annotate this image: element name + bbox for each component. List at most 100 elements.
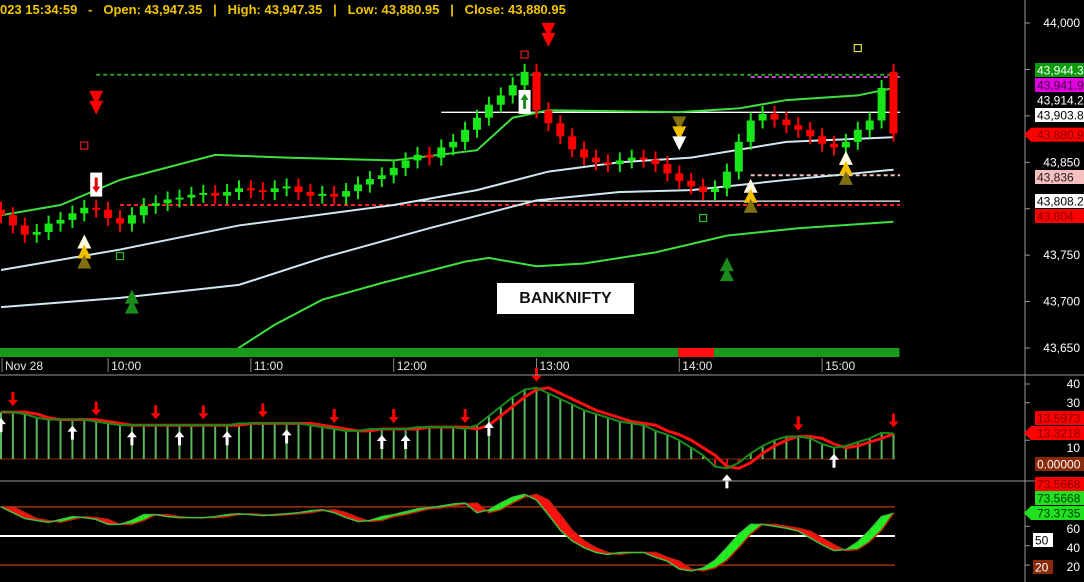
candle-body	[437, 147, 446, 158]
candle-body	[496, 95, 505, 105]
cloud-segment	[584, 540, 596, 553]
value-tag-label: 73.5668	[1037, 492, 1081, 506]
candle-body	[116, 218, 124, 224]
osc2-axis-label: 40	[1067, 541, 1081, 555]
cloud-segment	[857, 530, 870, 550]
value-tag-label: 43,836	[1037, 171, 1074, 185]
price-axis-label: 43,750	[1043, 248, 1080, 262]
oscillator-2-panel[interactable]	[0, 493, 895, 572]
symbol-label: BANKNIFTY	[497, 283, 634, 314]
candle-body	[401, 160, 410, 168]
candle-body	[32, 231, 41, 235]
candle-body	[734, 141, 743, 172]
value-tag	[1035, 491, 1084, 505]
sell-signal-icon	[89, 90, 104, 105]
candle-body	[44, 223, 53, 232]
down-arrow-icon	[7, 392, 18, 407]
trend-bar-segment	[714, 348, 900, 357]
value-tag	[1033, 533, 1053, 547]
buy-stack-icon	[743, 198, 758, 213]
candle-body	[853, 129, 862, 142]
candle-body	[365, 179, 374, 185]
up-arrow-icon	[222, 431, 233, 446]
candle-body	[663, 164, 672, 174]
candle-body	[520, 71, 529, 86]
candle-body	[580, 149, 589, 158]
price-panel[interactable]	[0, 22, 900, 357]
candle-body	[711, 188, 719, 193]
candle-body	[746, 120, 755, 142]
buy-signal-icon	[124, 289, 139, 304]
trend-bar-segment	[678, 348, 714, 357]
cloud-segment	[869, 516, 882, 542]
slow-line	[1, 493, 895, 572]
value-tag	[1035, 108, 1084, 122]
candle-body	[104, 209, 113, 219]
buy-stack-icon	[838, 160, 853, 175]
down-arrow-icon	[793, 416, 804, 431]
value-tag-label: 43,944.3	[1037, 64, 1084, 78]
up-arrow-icon	[67, 425, 78, 440]
time-tick-label: 13:00	[540, 359, 570, 373]
cloud-segment	[572, 530, 585, 548]
candle-body	[627, 157, 636, 161]
value-tag	[1035, 457, 1084, 471]
hollow-square-icon	[115, 251, 125, 261]
candle-body	[592, 157, 600, 163]
time-tick-label: 12:00	[397, 359, 427, 373]
cloud-segment	[655, 552, 668, 562]
price-axis-label: 43,850	[1043, 155, 1080, 169]
value-tag	[1035, 78, 1084, 92]
buy-stack-icon	[743, 188, 758, 203]
buy-signal-icon	[124, 299, 139, 314]
candle-body	[758, 114, 767, 121]
value-tag-label: 73.3735	[1037, 507, 1081, 521]
main-line	[1, 386, 894, 470]
candle-body	[0, 209, 5, 216]
value-tag-label: 43,804	[1037, 210, 1074, 224]
candle-body	[699, 186, 708, 193]
value-tag-label: 43,903.8	[1037, 109, 1084, 123]
cloud-segment	[738, 524, 751, 548]
candle-body	[163, 199, 172, 204]
candle-body	[270, 188, 279, 193]
trend-bar-segment	[0, 348, 679, 357]
cloud-segment	[500, 497, 513, 510]
buy-stack-icon	[77, 244, 92, 259]
candle-body	[92, 207, 101, 210]
candle-body	[639, 157, 648, 160]
candle-body	[413, 154, 422, 161]
price-axis-label: 43,700	[1043, 295, 1080, 309]
candle-body	[68, 213, 77, 220]
oscillator-1-panel[interactable]	[0, 367, 899, 489]
cloud-segment	[810, 531, 823, 545]
candle-body	[377, 175, 386, 180]
candle-body	[80, 207, 89, 214]
candle-body	[389, 167, 398, 176]
value-tag-label: 50	[1035, 534, 1049, 548]
arrow-down-icon	[92, 177, 101, 193]
down-arrow-icon	[150, 405, 161, 420]
value-tag	[1033, 560, 1053, 574]
candle-body	[532, 71, 541, 111]
candle-body	[235, 188, 243, 193]
candle-body	[342, 191, 351, 197]
value-tag	[1035, 63, 1084, 77]
candle-body	[675, 173, 684, 181]
hollow-square-icon	[853, 43, 862, 53]
candle-body	[651, 159, 660, 165]
value-tag-label: 0.00000	[1037, 458, 1081, 472]
candle-body	[282, 186, 291, 189]
value-tag	[1035, 426, 1084, 440]
candle-body	[687, 180, 696, 187]
candle-body	[889, 71, 898, 134]
cloud-segment	[12, 506, 25, 519]
down-arrow-icon	[460, 409, 471, 423]
sell-stack-icon	[672, 116, 687, 131]
sell-signal-icon	[541, 32, 556, 47]
candle-body	[151, 203, 160, 206]
candle-body	[830, 143, 838, 148]
cloud-segment	[548, 500, 561, 531]
